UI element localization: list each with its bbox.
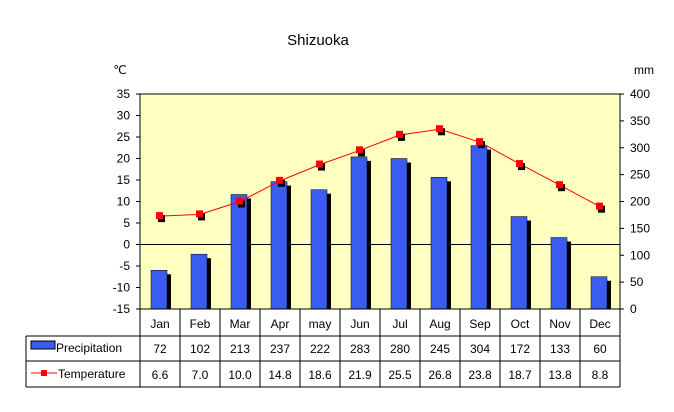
temperature-line [156,125,605,223]
right-tick-label: 0 [630,302,637,316]
temperature-value: 25.5 [388,368,412,382]
temperature-polyline [159,128,601,217]
temperature-marker [436,125,443,133]
left-tick-label: -10 [113,281,131,295]
precipitation-value: 237 [270,342,290,356]
left-tick-label: 25 [117,130,131,144]
left-tick-label: 35 [117,87,131,101]
precipitation-bar [510,216,528,310]
left-tick-label: 0 [123,238,130,252]
precipitation-bar [550,237,568,310]
temperature-value: 8.8 [592,368,609,382]
left-tick-label: 5 [123,216,130,230]
month-label: Aug [429,317,450,331]
precipitation-value: 213 [230,342,250,356]
left-tick-label: 30 [117,109,131,123]
month-label: Apr [271,317,290,331]
left-tick-label: 15 [117,173,131,187]
legend-temperature: Temperature [31,367,126,381]
month-label: Mar [230,317,251,331]
right-tick-label: 350 [630,114,650,128]
right-tick-label: 300 [630,141,650,155]
left-tick-label: 20 [117,152,131,166]
precipitation-value: 102 [190,342,210,356]
month-label: Jul [392,317,407,331]
table-grid [25,308,621,388]
precipitation-value: 222 [310,342,330,356]
precipitation-bar [310,189,328,310]
temperature-marker [516,160,523,168]
precipitation-bar [470,145,488,310]
precipitation-bar [150,270,168,310]
precipitation-bar [430,177,448,310]
month-header-row: Jan Feb Mar Apr may Jun Jul Aug Sep Oct Nov Dec [150,317,610,331]
temperature-value: 23.8 [468,368,492,382]
temperature-marker [356,146,363,154]
month-label: Oct [511,317,530,331]
precipitation-value: 133 [550,342,570,356]
precipitation-value: 72 [153,342,167,356]
temperature-value: 6.6 [152,368,169,382]
precipitation-bar [270,181,288,310]
temperature-marker [196,210,203,218]
precipitation-bar [350,156,368,310]
precipitation-bar [590,276,608,310]
temperature-marker [596,202,603,210]
temperature-marker [556,181,563,189]
temperature-value: 13.8 [548,368,572,382]
precipitation-bar [190,253,208,310]
precipitation-row: 72 102 213 237 222 283 280 245 304 172 133 60 [153,342,607,356]
left-tick-label: -5 [119,259,130,273]
temperature-marker [476,138,483,146]
temperature-value: 21.9 [348,368,372,382]
plot-area [139,93,621,310]
precipitation-value: 172 [510,342,530,356]
month-label: Sep [469,317,491,331]
left-axis-unit: ℃ [113,63,126,77]
right-tick-label: 100 [630,248,650,262]
temperature-value: 18.7 [508,368,532,382]
precipitation-value: 283 [350,342,370,356]
temperature-value: 18.6 [308,368,332,382]
right-tick-label: 150 [630,221,650,235]
left-axis: 35 30 25 20 15 10 5 0 -5 -10 -15 [113,87,140,316]
legend-precipitation: Precipitation [30,340,122,355]
precipitation-bar [390,158,408,310]
temperature-marker [156,212,163,220]
left-tick-label: 10 [117,195,131,209]
right-tick-label: 50 [630,275,644,289]
temperature-marker [236,197,243,205]
legend-precipitation-label: Precipitation [56,341,122,355]
right-tick-label: 400 [630,87,650,101]
month-label: may [309,317,332,331]
month-label: Nov [549,317,570,331]
temperature-value: 14.8 [268,368,292,382]
month-label: Jun [350,317,369,331]
data-table: Jan Feb Mar Apr may Jun Jul Aug Sep Oct Nov Dec Pre… [25,308,621,388]
month-label: Dec [589,317,610,331]
precipitation-bar [230,194,248,310]
temperature-marker [396,130,403,138]
month-label: Jan [150,317,169,331]
temperature-value: 7.0 [192,368,209,382]
temperature-row: 6.6 7.0 10.0 14.8 18.6 21.9 25.5 26.8 23.8 18.7 13… [152,368,609,382]
right-axis-unit: mm [634,63,654,77]
precipitation-value: 60 [593,342,607,356]
legend-temperature-label: Temperature [58,367,126,381]
chart-title: Shizuoka [287,32,349,49]
precipitation-value: 245 [430,342,450,356]
precipitation-value: 280 [390,342,410,356]
right-tick-label: 250 [630,168,650,182]
left-tick-label: -15 [113,302,131,316]
precipitation-value: 304 [470,342,490,356]
temperature-value: 10.0 [228,368,252,382]
precipitation-bars [150,145,611,310]
temperature-marker [316,160,323,168]
temperature-value: 26.8 [428,368,452,382]
right-axis: 400 350 300 250 200 150 100 50 0 [620,87,650,316]
month-label: Feb [190,317,211,331]
right-tick-label: 200 [630,195,650,209]
temperature-marker [276,176,283,184]
